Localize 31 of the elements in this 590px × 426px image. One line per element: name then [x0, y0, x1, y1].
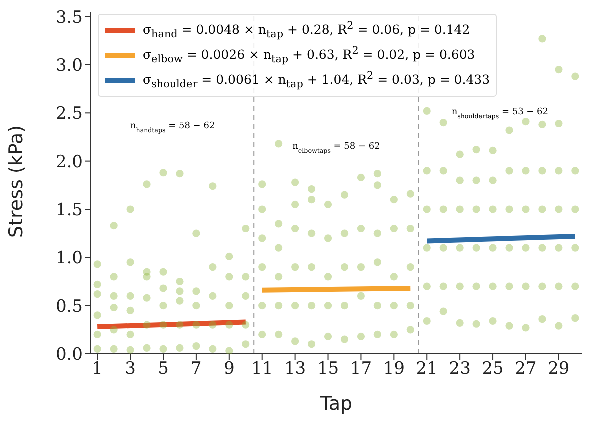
- annotation: n$_{handtaps}$ = 58 − 62: [130, 121, 216, 134]
- y-tick-label: 1.0: [56, 248, 83, 269]
- annotation: n$_{elbowtaps}$ = 58 − 62: [292, 142, 380, 154]
- x-tick-label: 11: [252, 359, 274, 380]
- x-axis-title: Tap: [319, 393, 353, 415]
- x-tick-label: 5: [158, 359, 169, 380]
- y-tick-label: 2.0: [56, 152, 83, 172]
- x-tick-label: 27: [515, 359, 537, 380]
- y-axis-title: Stress (kPa): [6, 125, 28, 238]
- x-tick-label: 1: [92, 359, 104, 380]
- x-tick-label: 23: [449, 359, 471, 380]
- x-tick-label: 3: [125, 359, 136, 380]
- x-tick-label: 25: [482, 359, 504, 380]
- x-tick-label: 13: [284, 359, 306, 380]
- x-tick-label: 7: [191, 359, 202, 380]
- x-tick-label: 21: [416, 359, 438, 380]
- annotation: n$_{shouldertaps}$ = 53 − 62: [452, 108, 549, 120]
- x-tick-label: 29: [548, 359, 570, 380]
- legend-label: σ$_{elbow}$ = 0.0026 × n$_{tap}$ + 0.63, R$^{2}$ = 0.02, p = 0.603: [143, 45, 476, 66]
- y-tick-label: 2.5: [56, 104, 83, 124]
- y-tick-label: 0.0: [56, 345, 83, 366]
- legend-label: σ$_{shoulder}$ = 0.0061 × n$_{tap}$ + 1.04, R$^{2}$ = 0.03, p = 0.433: [143, 70, 490, 91]
- y-tick-label: 3.0: [56, 56, 83, 76]
- x-tick-label: 19: [383, 359, 405, 380]
- x-tick-label: 9: [224, 359, 235, 380]
- x-tick-label: 15: [317, 359, 340, 380]
- legend-label: σ$_{hand}$ = 0.0048 × n$_{tap}$ + 0.28, R$^{2}$ = 0.06, p = 0.142: [143, 20, 470, 41]
- x-tick-label: 17: [350, 359, 372, 380]
- y-tick-label: 1.5: [56, 200, 83, 221]
- y-tick-label: 0.5: [56, 296, 83, 317]
- y-tick-label: 3.5: [56, 8, 83, 28]
